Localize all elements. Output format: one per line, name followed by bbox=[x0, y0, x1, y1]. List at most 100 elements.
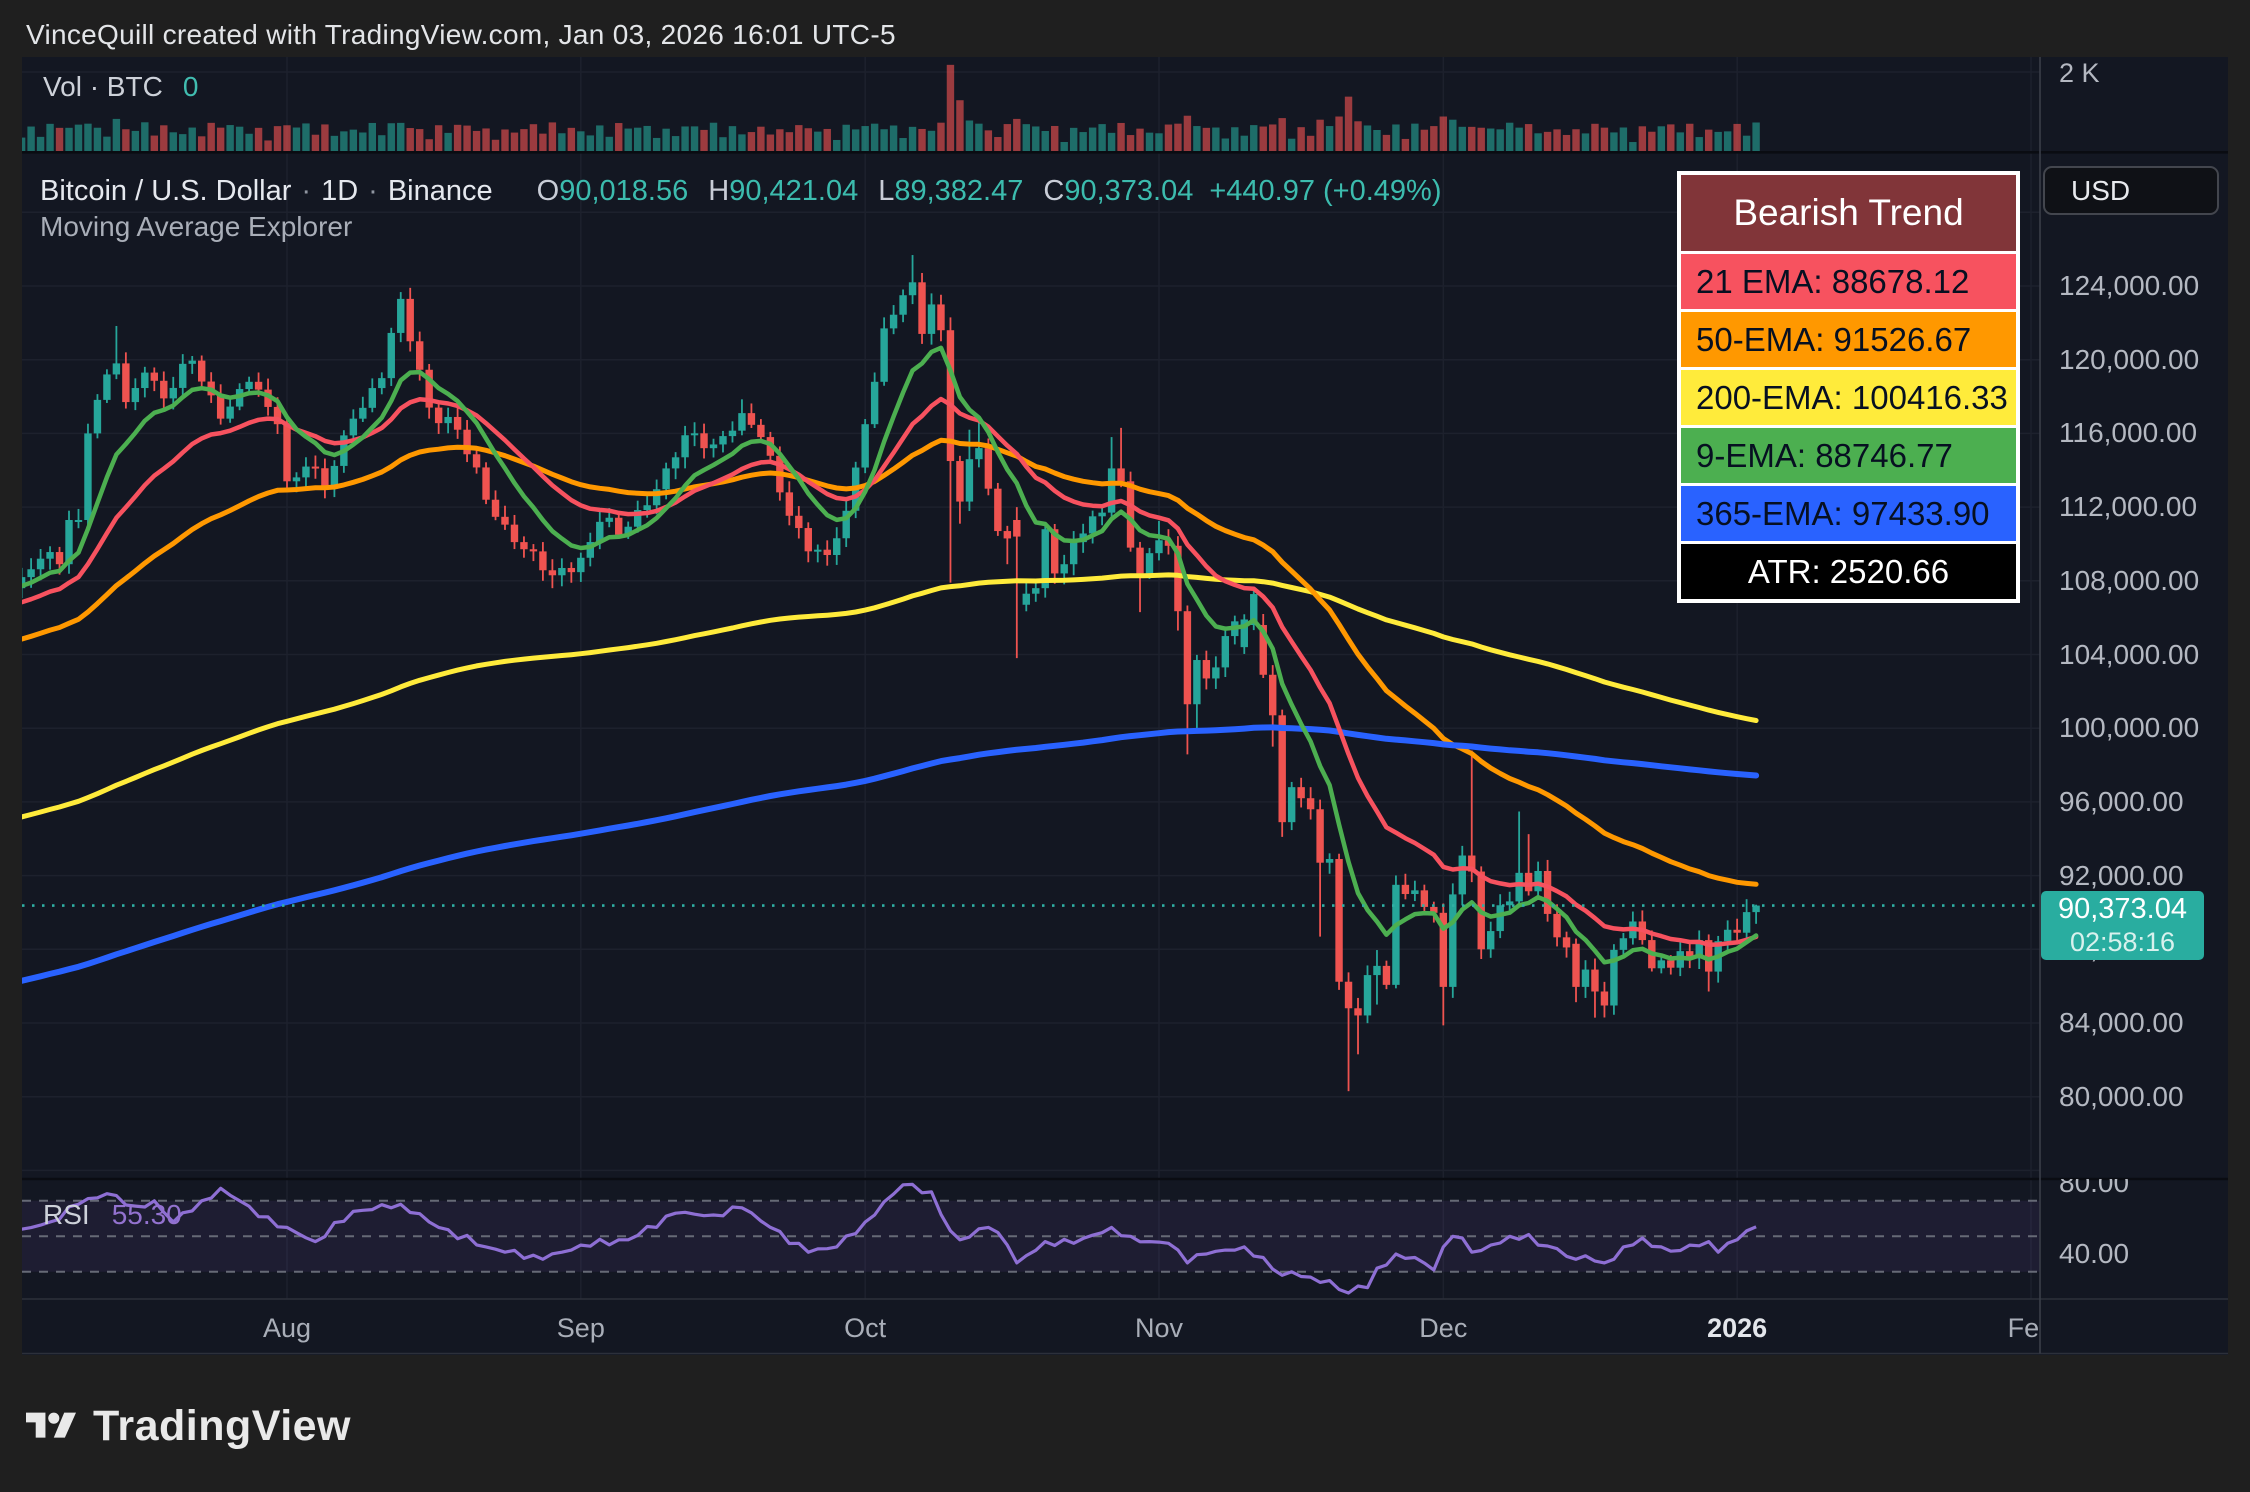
volume-bar bbox=[463, 125, 471, 152]
volume-bar bbox=[652, 137, 661, 152]
time-axis[interactable]: Aug Sep Oct Nov Dec 2026 Feb bbox=[22, 1299, 2040, 1354]
candle bbox=[1752, 904, 1760, 924]
candle bbox=[463, 420, 471, 463]
volume-bar bbox=[520, 129, 528, 152]
symbol-exchange: Binance bbox=[387, 175, 493, 207]
candle bbox=[1487, 921, 1495, 958]
symbol-legend[interactable]: Bitcoin / U.S. Dollar · 1D · Binance O90,018.… bbox=[40, 175, 1442, 208]
volume-bar bbox=[84, 123, 92, 152]
tradingview-logo-icon bbox=[26, 1412, 76, 1438]
time-tick-label: Oct bbox=[844, 1313, 887, 1343]
indicator-title[interactable]: Moving Average Explorer bbox=[40, 211, 353, 242]
time-tick-label: Nov bbox=[1134, 1313, 1183, 1343]
volume-bar bbox=[1193, 126, 1201, 152]
volume-bar bbox=[349, 129, 358, 152]
volume-bar bbox=[1126, 135, 1135, 152]
candle bbox=[1316, 799, 1324, 937]
volume-bar bbox=[1032, 126, 1040, 152]
volume-bar bbox=[956, 100, 964, 152]
candle bbox=[567, 562, 576, 583]
candle bbox=[501, 505, 509, 530]
volume-bar bbox=[586, 135, 594, 152]
tradingview-logo[interactable]: TradingView bbox=[26, 1402, 351, 1451]
volume-bar bbox=[633, 127, 642, 152]
candle bbox=[349, 409, 358, 441]
candle bbox=[1610, 944, 1618, 1015]
symbol-interval: 1D bbox=[321, 175, 359, 207]
volume-bar bbox=[1335, 116, 1343, 152]
volume-bar bbox=[1676, 132, 1684, 152]
candle bbox=[131, 378, 140, 411]
open-label: O bbox=[536, 175, 560, 207]
candle bbox=[1088, 510, 1097, 544]
price-tick-label: 108,000.00 bbox=[2059, 564, 2200, 596]
candle bbox=[368, 378, 377, 413]
volume-indicator-value: 0 bbox=[182, 71, 199, 102]
volume-bar bbox=[1212, 127, 1220, 152]
volume-bar bbox=[700, 129, 708, 152]
candle bbox=[833, 527, 841, 565]
candle bbox=[1107, 437, 1116, 521]
currency-toggle-button[interactable]: USD bbox=[2043, 166, 2219, 215]
volume-bar bbox=[1202, 127, 1211, 152]
rsi-indicator-label[interactable]: RSI 55.30 bbox=[43, 1199, 182, 1231]
volume-bar bbox=[1259, 126, 1267, 152]
last-price-badge[interactable]: 90,373.04 02:58:16 bbox=[2041, 891, 2204, 960]
volume-bar bbox=[1515, 127, 1523, 152]
candle bbox=[1411, 880, 1419, 902]
volume-bar bbox=[1524, 124, 1533, 152]
volume-bar bbox=[1619, 127, 1628, 152]
candle bbox=[1069, 531, 1078, 576]
candle bbox=[1468, 750, 1476, 883]
volume-bar bbox=[1183, 115, 1192, 152]
candle bbox=[1515, 811, 1523, 905]
volume-bar bbox=[624, 128, 632, 152]
candle bbox=[1695, 930, 1703, 969]
candle bbox=[1392, 875, 1400, 989]
volume-bar bbox=[1306, 135, 1315, 152]
volume-bar bbox=[491, 139, 500, 152]
volume-bar bbox=[112, 118, 121, 152]
candle bbox=[112, 325, 121, 380]
volume-bar bbox=[27, 126, 35, 152]
volume-bar bbox=[264, 140, 272, 152]
volume-bar bbox=[226, 125, 234, 152]
volume-bar bbox=[1382, 134, 1391, 152]
volume-bar bbox=[150, 135, 159, 152]
volume-bar bbox=[378, 135, 386, 152]
volume-bar bbox=[539, 133, 547, 152]
volume-bar bbox=[1648, 131, 1656, 152]
volume-bar bbox=[368, 122, 377, 152]
volume-bar bbox=[643, 125, 651, 152]
candle bbox=[1325, 853, 1334, 874]
candle bbox=[1003, 525, 1012, 565]
volume-bar bbox=[1714, 131, 1722, 152]
volume-bar bbox=[1439, 116, 1448, 152]
volume-bar bbox=[870, 123, 879, 152]
volume-bar bbox=[1221, 138, 1230, 152]
volume-bar bbox=[179, 134, 187, 152]
volume-bar bbox=[1231, 127, 1239, 152]
separator-dot: · bbox=[368, 175, 378, 207]
candle bbox=[160, 371, 168, 410]
candle bbox=[842, 501, 850, 548]
volume-bar bbox=[74, 124, 83, 152]
volume-bar bbox=[1401, 138, 1410, 152]
volume-bar bbox=[160, 125, 168, 152]
volume-bar bbox=[1733, 123, 1741, 152]
volume-bar bbox=[709, 122, 718, 152]
volume-bar bbox=[1003, 124, 1012, 152]
volume-bar bbox=[46, 123, 54, 152]
volume-bar bbox=[1543, 131, 1552, 152]
volume-bar bbox=[131, 130, 140, 152]
volume-bar bbox=[558, 133, 566, 152]
volume-bar bbox=[738, 134, 746, 152]
candle bbox=[1259, 613, 1267, 679]
volume-bar bbox=[169, 132, 177, 152]
candle bbox=[1269, 665, 1277, 747]
volume-indicator-label[interactable]: Vol · BTC 0 bbox=[43, 71, 198, 103]
volume-bar bbox=[1013, 118, 1021, 152]
rsi-axis[interactable]: 80.00 40.00 bbox=[2040, 1179, 2250, 1299]
volume-bar bbox=[387, 123, 395, 152]
